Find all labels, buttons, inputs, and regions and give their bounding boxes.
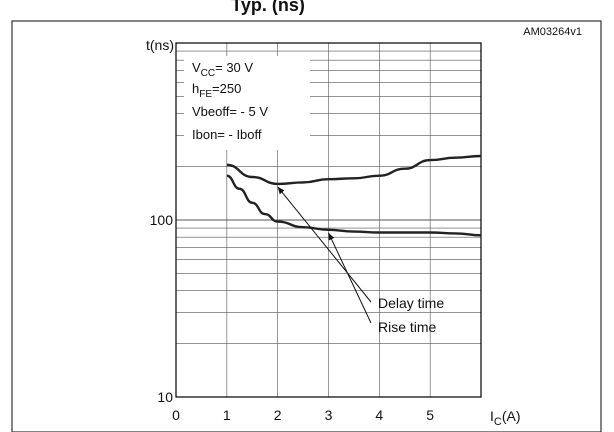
x-tick-label: 4	[375, 407, 383, 423]
y-tick-label: 100	[150, 212, 174, 228]
x-tick-label: 3	[325, 407, 333, 423]
plot-area	[175, 42, 482, 398]
annotations: Delay time Rise time	[277, 186, 444, 335]
series-group	[226, 154, 482, 237]
y-tick-label: 10	[157, 389, 173, 405]
annotation-leader	[328, 232, 372, 324]
conditions-box	[184, 56, 310, 150]
ticks: 0 1 2 3 4 5 10 100	[150, 212, 435, 423]
x-tick-label: 1	[223, 407, 231, 423]
annotation-leader	[277, 186, 372, 303]
condition-vcc: VCC= 30 V	[192, 60, 253, 79]
x-tick-label: 2	[274, 407, 282, 423]
chart-header-title: Ty​p. (ns)	[231, 0, 305, 15]
series-line-delay-time	[226, 154, 482, 186]
conditions-list: VCC= 30 V hFE=250 Vbeoff= - 5 V Ibon= - …	[192, 60, 268, 142]
annotation-arrowhead	[328, 232, 335, 241]
condition-hfe: hFE=250	[192, 81, 241, 100]
annotation-arrowhead	[277, 186, 285, 195]
figure-id: AM03264v1	[523, 26, 582, 38]
series-line-rise-time	[226, 174, 482, 237]
x-tick-label: 0	[172, 407, 180, 423]
annotation-label: Rise time	[378, 319, 437, 335]
condition-ibon: Ibon= - Iboff	[192, 127, 262, 142]
figure-frame	[11, 20, 602, 432]
annotation-label: Delay time	[378, 295, 444, 311]
y-axis-label: t(ns)	[146, 37, 174, 53]
x-axis-label: IC(A)	[490, 408, 521, 428]
condition-vbeoff: Vbeoff= - 5 V	[192, 104, 268, 119]
x-tick-label: 5	[426, 407, 434, 423]
